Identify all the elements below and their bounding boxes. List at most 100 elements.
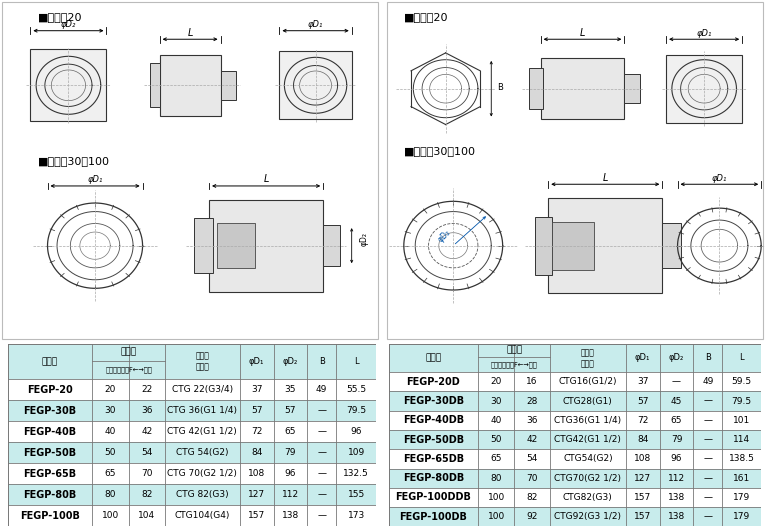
Text: 161: 161: [733, 473, 750, 482]
Text: 79.5: 79.5: [347, 406, 366, 415]
Text: φD₁: φD₁: [635, 353, 650, 362]
Text: CTG 36(G1 1/4): CTG 36(G1 1/4): [168, 406, 237, 415]
Text: 50: 50: [105, 449, 116, 458]
Bar: [8, 344, 376, 379]
Text: L: L: [739, 353, 744, 362]
Text: —: —: [703, 493, 712, 502]
Bar: [150, 63, 160, 107]
Text: —: —: [317, 406, 326, 415]
Text: 品　番: 品 番: [42, 357, 58, 366]
Text: 36: 36: [141, 406, 152, 415]
Text: —: —: [317, 469, 326, 478]
Bar: [529, 68, 542, 109]
Text: L: L: [354, 357, 359, 366]
Text: 155: 155: [347, 490, 365, 499]
Text: 57: 57: [285, 406, 296, 415]
Bar: [216, 223, 255, 268]
Text: 37: 37: [637, 377, 649, 386]
Text: —: —: [703, 416, 712, 425]
Text: 100: 100: [487, 512, 505, 521]
Text: 28: 28: [526, 397, 538, 406]
Text: FEGP-80B: FEGP-80B: [23, 490, 76, 500]
Text: —: —: [703, 512, 712, 521]
Text: CTG 70(G2 1/2): CTG 70(G2 1/2): [168, 469, 237, 478]
Text: FEGP-30DB: FEGP-30DB: [403, 396, 464, 406]
Bar: [194, 218, 213, 273]
Text: CTG82(G3): CTG82(G3): [563, 493, 613, 502]
Text: φD₂: φD₂: [283, 357, 298, 366]
Bar: [389, 449, 761, 469]
Text: FEGP-100DDB: FEGP-100DDB: [396, 492, 471, 503]
Text: —: —: [317, 427, 326, 436]
Text: 20: 20: [490, 377, 502, 386]
Text: 82: 82: [526, 493, 538, 502]
Text: 80: 80: [105, 490, 116, 499]
Text: CTG 54(G2): CTG 54(G2): [176, 449, 229, 458]
Text: 適合管: 適合管: [506, 345, 522, 354]
Text: φD₁: φD₁: [249, 357, 265, 366]
Text: 157: 157: [634, 493, 651, 502]
Bar: [209, 199, 323, 291]
Text: 127: 127: [634, 473, 651, 482]
Bar: [279, 51, 352, 120]
Bar: [666, 54, 742, 123]
Text: 35: 35: [285, 386, 296, 395]
Bar: [389, 344, 761, 372]
Text: L: L: [187, 28, 193, 38]
Bar: [535, 217, 552, 275]
Bar: [160, 54, 220, 116]
Text: ■サイズ30～100: ■サイズ30～100: [38, 156, 110, 166]
Text: 57: 57: [251, 406, 262, 415]
Text: 40: 40: [105, 427, 116, 436]
Text: —: —: [672, 377, 681, 386]
Text: φD₁: φD₁: [696, 29, 712, 38]
Text: 127: 127: [248, 490, 265, 499]
Text: 96: 96: [350, 427, 362, 436]
Text: 109: 109: [347, 449, 365, 458]
Text: ■サイズ20: ■サイズ20: [404, 13, 448, 22]
Text: 173: 173: [347, 512, 365, 521]
Text: 79: 79: [285, 449, 296, 458]
Text: 50: 50: [490, 435, 502, 444]
Text: 138.5: 138.5: [729, 454, 754, 463]
Bar: [541, 58, 624, 120]
Text: 49: 49: [316, 386, 327, 395]
Text: 72: 72: [251, 427, 262, 436]
Text: —: —: [317, 449, 326, 458]
Text: 112: 112: [668, 473, 685, 482]
Text: 受口の
呼　び: 受口の 呼 び: [581, 348, 594, 368]
Text: 138: 138: [282, 512, 299, 521]
Text: 20: 20: [105, 386, 116, 395]
Bar: [8, 463, 376, 485]
Text: CTG92(G3 1/2): CTG92(G3 1/2): [555, 512, 621, 521]
Text: 54: 54: [526, 454, 538, 463]
Text: FEGP-65B: FEGP-65B: [23, 469, 76, 479]
Bar: [389, 488, 761, 507]
Text: 59.5: 59.5: [731, 377, 752, 386]
Text: —: —: [703, 473, 712, 482]
Text: 82: 82: [141, 490, 152, 499]
Text: CTG54(G2): CTG54(G2): [563, 454, 613, 463]
Text: 57: 57: [637, 397, 649, 406]
Text: L: L: [263, 174, 269, 184]
Text: 65: 65: [285, 427, 296, 436]
Text: 84: 84: [637, 435, 648, 444]
Text: 108: 108: [248, 469, 265, 478]
Text: CTG104(G4): CTG104(G4): [174, 512, 230, 521]
Text: 22: 22: [141, 386, 152, 395]
Text: 80: 80: [490, 473, 502, 482]
Text: 112: 112: [282, 490, 299, 499]
Text: 54: 54: [141, 449, 152, 458]
Text: FEGP-100B: FEGP-100B: [20, 511, 80, 521]
Text: FEGP-30B: FEGP-30B: [23, 406, 76, 416]
Bar: [389, 411, 761, 430]
Text: 179: 179: [733, 493, 750, 502]
Text: CTG 82(G3): CTG 82(G3): [176, 490, 229, 499]
Text: 42: 42: [141, 427, 152, 436]
Text: 受口の
呼　び: 受口の 呼 び: [195, 352, 210, 372]
Bar: [624, 75, 640, 103]
Text: 179: 179: [733, 512, 750, 521]
Text: 70: 70: [526, 473, 538, 482]
Text: CTG36(G1 1/4): CTG36(G1 1/4): [555, 416, 621, 425]
Text: 114: 114: [733, 435, 750, 444]
